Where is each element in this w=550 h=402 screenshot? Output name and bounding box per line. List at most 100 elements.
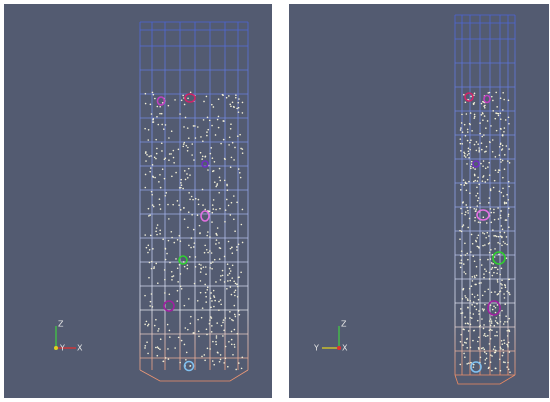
particle bbox=[505, 145, 508, 147]
particle bbox=[219, 247, 222, 250]
particle bbox=[489, 318, 492, 320]
particle bbox=[475, 308, 478, 311]
particle bbox=[478, 183, 480, 186]
particle bbox=[159, 186, 162, 189]
particle bbox=[489, 324, 492, 327]
particle bbox=[189, 91, 192, 94]
particle bbox=[220, 275, 222, 277]
particle bbox=[201, 155, 204, 158]
particle bbox=[227, 280, 229, 282]
particle bbox=[157, 282, 159, 285]
particle bbox=[498, 253, 500, 256]
particle bbox=[467, 226, 469, 229]
particle bbox=[167, 239, 170, 242]
particle bbox=[238, 98, 240, 100]
particle bbox=[480, 102, 483, 105]
particle bbox=[180, 99, 183, 102]
particle bbox=[207, 251, 209, 254]
particle bbox=[231, 246, 233, 249]
particle bbox=[173, 161, 175, 164]
particle bbox=[217, 115, 220, 118]
particle bbox=[508, 330, 511, 333]
particle bbox=[216, 227, 219, 229]
particle bbox=[234, 315, 237, 318]
particle bbox=[490, 211, 493, 214]
particle bbox=[227, 274, 229, 276]
particle bbox=[467, 306, 469, 309]
particle bbox=[500, 161, 502, 163]
particle bbox=[489, 189, 492, 192]
right-panel bbox=[289, 4, 549, 398]
particle bbox=[482, 175, 485, 177]
particle bbox=[224, 345, 227, 348]
particle bbox=[202, 119, 205, 121]
particle bbox=[503, 202, 506, 205]
particle bbox=[175, 171, 177, 174]
particle bbox=[462, 201, 464, 203]
particle bbox=[151, 91, 154, 94]
particle bbox=[492, 263, 494, 265]
particle bbox=[503, 342, 506, 344]
particle bbox=[489, 188, 492, 190]
particle bbox=[491, 150, 494, 153]
particle bbox=[480, 264, 483, 266]
particle bbox=[494, 235, 497, 237]
particle bbox=[211, 267, 213, 270]
particle bbox=[236, 283, 238, 285]
particle bbox=[204, 291, 207, 294]
particle bbox=[506, 320, 509, 323]
particle bbox=[216, 351, 219, 354]
particle bbox=[495, 235, 498, 238]
particle bbox=[508, 185, 510, 188]
particle bbox=[223, 255, 226, 258]
particle bbox=[463, 341, 466, 344]
particle bbox=[493, 271, 495, 274]
particle bbox=[156, 224, 159, 226]
particle bbox=[239, 176, 242, 179]
particle bbox=[170, 270, 173, 273]
particle bbox=[199, 232, 201, 234]
particle bbox=[215, 343, 218, 346]
axes-glyph-right: Z Y X bbox=[313, 320, 348, 353]
particle bbox=[469, 148, 471, 151]
particle bbox=[211, 124, 213, 127]
particle bbox=[145, 320, 148, 323]
particle bbox=[473, 115, 476, 118]
particle bbox=[466, 206, 468, 209]
particle bbox=[487, 258, 489, 261]
particle bbox=[501, 148, 504, 150]
particle bbox=[185, 358, 187, 361]
particle bbox=[178, 263, 181, 266]
particle bbox=[147, 323, 150, 326]
particle bbox=[159, 338, 162, 341]
particle bbox=[500, 287, 503, 289]
particle bbox=[151, 193, 153, 196]
particle bbox=[238, 362, 240, 364]
particle bbox=[507, 180, 510, 183]
particle bbox=[476, 245, 479, 248]
particle bbox=[499, 231, 501, 234]
particle bbox=[146, 324, 149, 327]
particle bbox=[459, 142, 462, 145]
particle bbox=[503, 154, 506, 156]
particle bbox=[493, 345, 496, 348]
particle bbox=[164, 292, 166, 294]
particle bbox=[168, 218, 170, 220]
particle bbox=[148, 215, 150, 217]
particle bbox=[229, 214, 232, 216]
particle bbox=[499, 346, 502, 348]
particle bbox=[492, 348, 495, 350]
particle bbox=[237, 101, 240, 104]
particle bbox=[239, 133, 241, 136]
particle bbox=[488, 343, 491, 345]
particle bbox=[165, 192, 168, 194]
particle bbox=[486, 231, 489, 234]
particle bbox=[508, 291, 510, 294]
particle bbox=[221, 269, 224, 272]
particle bbox=[473, 305, 476, 308]
particle bbox=[241, 148, 244, 150]
particle bbox=[220, 324, 223, 327]
particle bbox=[466, 298, 469, 300]
particle bbox=[176, 289, 179, 292]
particle bbox=[473, 207, 476, 210]
